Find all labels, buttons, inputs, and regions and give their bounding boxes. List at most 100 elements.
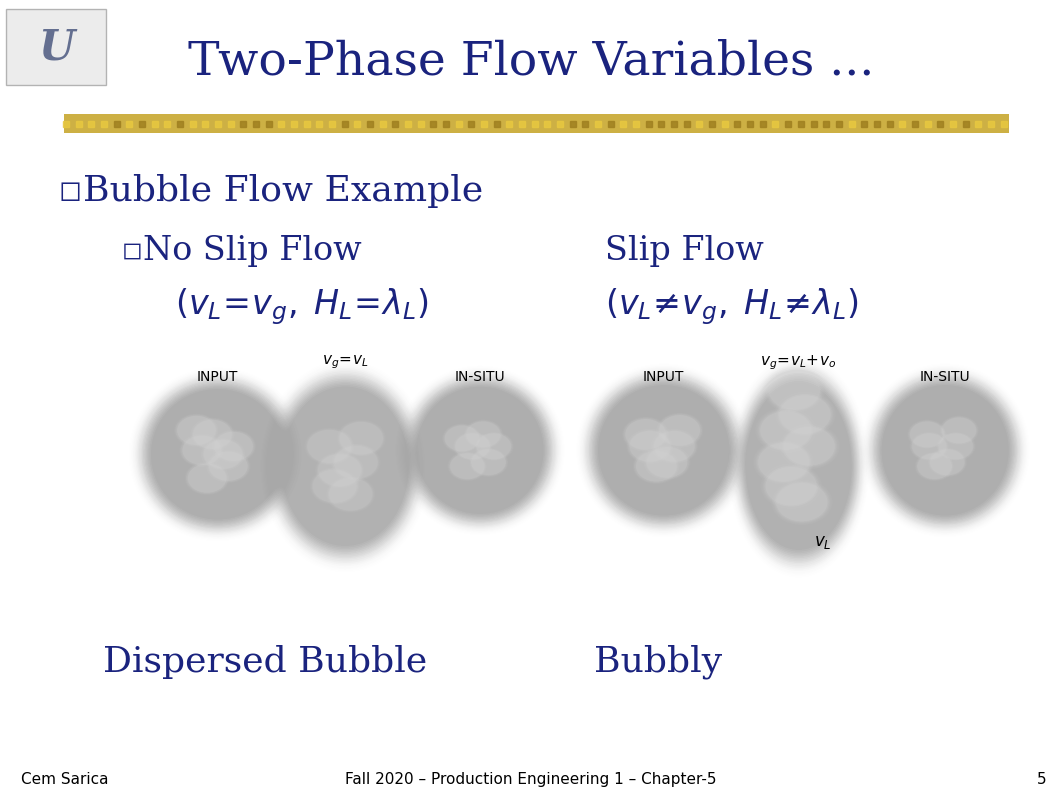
- Ellipse shape: [938, 433, 974, 460]
- Ellipse shape: [332, 445, 379, 480]
- Ellipse shape: [443, 424, 481, 453]
- Ellipse shape: [766, 369, 823, 412]
- Text: IN-SITU: IN-SITU: [920, 370, 971, 384]
- Ellipse shape: [202, 438, 244, 470]
- Ellipse shape: [138, 376, 297, 532]
- Ellipse shape: [407, 377, 553, 524]
- Ellipse shape: [192, 419, 233, 450]
- Ellipse shape: [308, 430, 350, 462]
- Ellipse shape: [143, 381, 292, 528]
- Ellipse shape: [756, 442, 811, 483]
- Ellipse shape: [758, 443, 809, 481]
- Ellipse shape: [448, 452, 486, 481]
- Ellipse shape: [465, 421, 501, 448]
- Ellipse shape: [449, 453, 485, 480]
- Ellipse shape: [333, 445, 379, 479]
- Ellipse shape: [182, 435, 222, 465]
- Ellipse shape: [872, 375, 1018, 526]
- Ellipse shape: [628, 430, 672, 463]
- Ellipse shape: [331, 444, 380, 481]
- Ellipse shape: [646, 446, 688, 478]
- Ellipse shape: [280, 385, 410, 548]
- Ellipse shape: [760, 411, 811, 450]
- Ellipse shape: [623, 418, 668, 451]
- Ellipse shape: [273, 375, 417, 557]
- Ellipse shape: [179, 434, 224, 467]
- Ellipse shape: [761, 464, 821, 508]
- Ellipse shape: [329, 478, 372, 510]
- Ellipse shape: [774, 481, 829, 523]
- Ellipse shape: [909, 421, 945, 448]
- Ellipse shape: [415, 385, 545, 516]
- Ellipse shape: [411, 382, 549, 519]
- Ellipse shape: [472, 450, 506, 475]
- Ellipse shape: [465, 421, 501, 448]
- Ellipse shape: [177, 416, 216, 445]
- Ellipse shape: [271, 372, 421, 559]
- Ellipse shape: [915, 452, 954, 481]
- Ellipse shape: [176, 415, 217, 446]
- Ellipse shape: [414, 384, 546, 516]
- Bar: [64, 113, 1009, 133]
- Ellipse shape: [402, 373, 558, 528]
- Ellipse shape: [340, 422, 382, 454]
- Ellipse shape: [404, 374, 556, 527]
- Ellipse shape: [759, 410, 812, 450]
- Ellipse shape: [464, 420, 502, 449]
- Ellipse shape: [597, 383, 731, 517]
- Ellipse shape: [416, 387, 544, 514]
- Text: Two-Phase Flow Variables ...: Two-Phase Flow Variables ...: [188, 40, 874, 84]
- Ellipse shape: [782, 426, 837, 467]
- Text: IN-SITU: IN-SITU: [455, 370, 506, 384]
- Ellipse shape: [736, 368, 861, 564]
- Ellipse shape: [915, 452, 954, 481]
- Ellipse shape: [151, 389, 285, 520]
- Ellipse shape: [772, 480, 832, 524]
- Ellipse shape: [769, 371, 820, 410]
- Ellipse shape: [279, 383, 411, 549]
- Ellipse shape: [918, 453, 952, 479]
- Ellipse shape: [739, 373, 858, 559]
- Ellipse shape: [743, 379, 854, 553]
- Ellipse shape: [211, 430, 256, 463]
- Text: $v_g\!=\!v_L\!+\!v_o$: $v_g\!=\!v_L\!+\!v_o$: [760, 353, 837, 372]
- Text: 5: 5: [1037, 772, 1046, 787]
- Ellipse shape: [593, 380, 735, 520]
- Ellipse shape: [586, 374, 741, 527]
- Ellipse shape: [466, 422, 500, 447]
- Ellipse shape: [274, 377, 416, 556]
- Ellipse shape: [312, 469, 357, 504]
- Ellipse shape: [633, 449, 680, 484]
- Ellipse shape: [881, 385, 1009, 516]
- Ellipse shape: [744, 381, 853, 552]
- Ellipse shape: [453, 432, 492, 461]
- Ellipse shape: [874, 377, 1016, 524]
- Ellipse shape: [937, 432, 975, 461]
- Ellipse shape: [626, 419, 666, 450]
- Ellipse shape: [444, 425, 480, 452]
- Ellipse shape: [190, 418, 235, 451]
- Ellipse shape: [941, 417, 977, 444]
- Ellipse shape: [775, 482, 828, 522]
- Ellipse shape: [917, 453, 953, 480]
- Ellipse shape: [412, 383, 548, 518]
- Ellipse shape: [213, 431, 254, 461]
- Ellipse shape: [183, 436, 221, 465]
- Ellipse shape: [450, 453, 484, 479]
- Ellipse shape: [212, 430, 255, 462]
- Ellipse shape: [326, 476, 375, 512]
- Ellipse shape: [780, 395, 830, 434]
- Ellipse shape: [658, 414, 701, 446]
- Ellipse shape: [174, 414, 219, 447]
- Ellipse shape: [644, 445, 690, 480]
- Ellipse shape: [187, 463, 227, 493]
- Ellipse shape: [584, 371, 743, 530]
- Ellipse shape: [742, 378, 855, 555]
- Ellipse shape: [470, 449, 507, 476]
- Ellipse shape: [917, 453, 953, 480]
- FancyBboxPatch shape: [6, 9, 106, 85]
- Ellipse shape: [765, 466, 818, 506]
- Ellipse shape: [657, 414, 702, 447]
- Ellipse shape: [193, 420, 232, 449]
- Ellipse shape: [310, 468, 359, 505]
